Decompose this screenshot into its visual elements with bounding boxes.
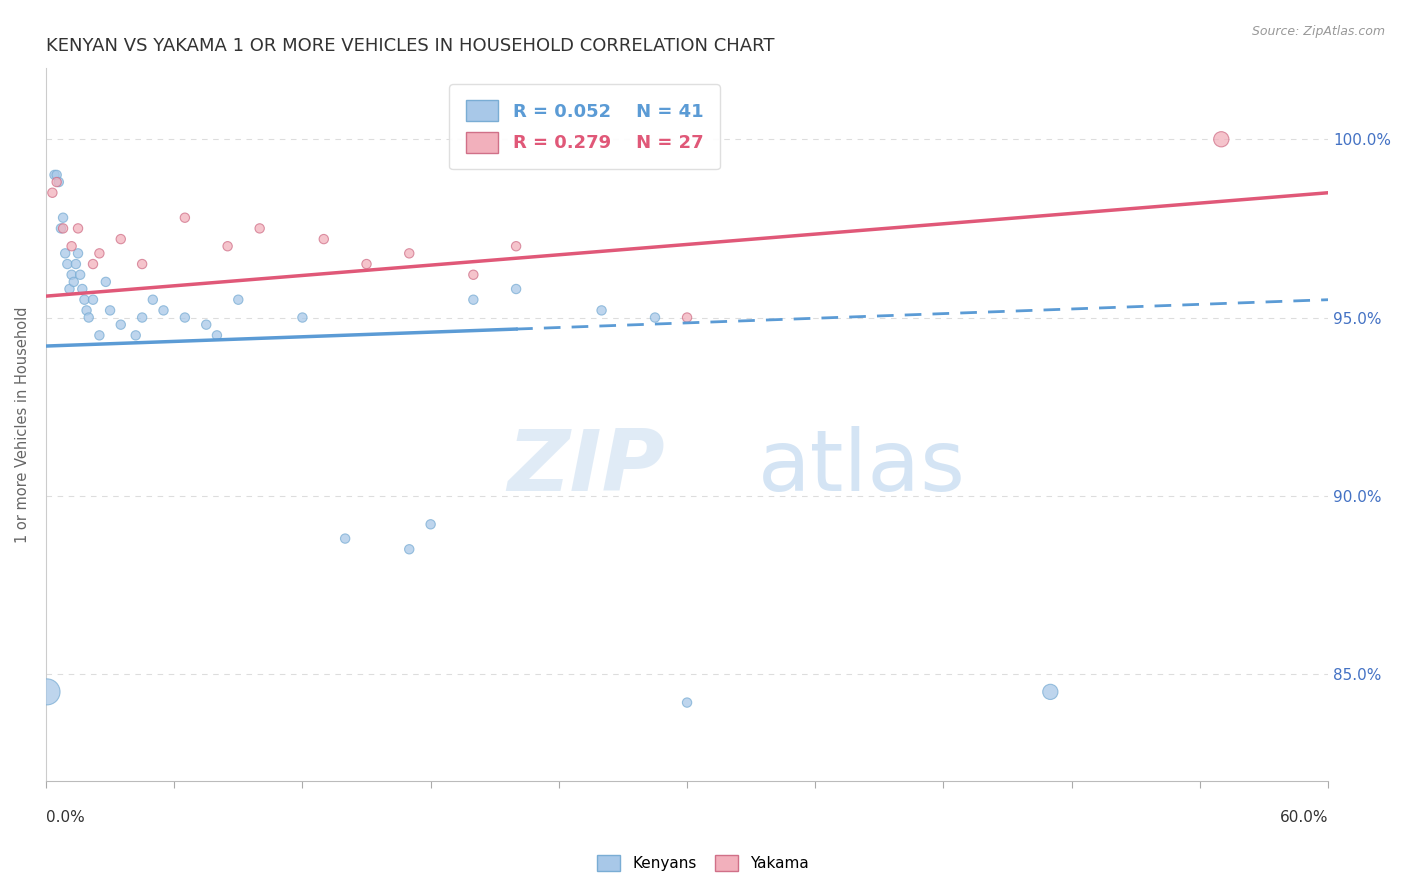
Point <box>53 246 76 260</box>
Point <box>505 239 527 253</box>
Point <box>152 303 174 318</box>
Point <box>1039 685 1062 699</box>
Text: ZIP: ZIP <box>508 425 665 508</box>
Point <box>77 310 100 325</box>
Text: atlas: atlas <box>758 425 966 508</box>
Point <box>195 318 218 332</box>
Point <box>398 542 420 557</box>
Point <box>48 175 70 189</box>
Point <box>45 168 67 182</box>
Point <box>89 246 111 260</box>
Point <box>72 282 94 296</box>
Point <box>249 221 271 235</box>
Point <box>463 268 485 282</box>
Point <box>41 186 63 200</box>
Point <box>69 268 91 282</box>
Point <box>65 257 87 271</box>
Point <box>173 211 195 225</box>
Point <box>60 268 83 282</box>
Point <box>312 232 335 246</box>
Point <box>173 310 195 325</box>
Text: KENYAN VS YAKAMA 1 OR MORE VEHICLES IN HOUSEHOLD CORRELATION CHART: KENYAN VS YAKAMA 1 OR MORE VEHICLES IN H… <box>46 37 775 55</box>
Point <box>676 696 699 710</box>
Point <box>62 275 84 289</box>
Point <box>58 282 80 296</box>
Point <box>131 310 153 325</box>
Point <box>52 221 75 235</box>
Text: 60.0%: 60.0% <box>1279 810 1329 824</box>
Point <box>333 532 356 546</box>
Point <box>125 328 148 343</box>
Text: 0.0%: 0.0% <box>46 810 84 824</box>
Point <box>591 303 613 318</box>
Point <box>505 282 527 296</box>
Point <box>44 168 66 182</box>
Point <box>82 293 104 307</box>
Point <box>398 246 420 260</box>
Point <box>73 293 96 307</box>
Point <box>1211 132 1233 146</box>
Point <box>226 293 249 307</box>
Legend: R = 0.052    N = 41, R = 0.279    N = 27: R = 0.052 N = 41, R = 0.279 N = 27 <box>450 84 720 169</box>
Point <box>49 221 72 235</box>
Point <box>60 239 83 253</box>
Legend: Kenyans, Yakama: Kenyans, Yakama <box>591 849 815 877</box>
Point <box>291 310 314 325</box>
Point <box>76 303 98 318</box>
Point <box>66 246 89 260</box>
Point <box>110 318 132 332</box>
Point <box>66 221 89 235</box>
Point <box>217 239 239 253</box>
Point <box>52 211 75 225</box>
Point <box>356 257 378 271</box>
Point <box>94 275 117 289</box>
Point <box>463 293 485 307</box>
Point <box>56 257 79 271</box>
Point <box>45 175 67 189</box>
Point <box>35 685 58 699</box>
Point <box>419 517 441 532</box>
Point <box>644 310 666 325</box>
Point <box>82 257 104 271</box>
Y-axis label: 1 or more Vehicles in Household: 1 or more Vehicles in Household <box>15 306 30 542</box>
Text: Source: ZipAtlas.com: Source: ZipAtlas.com <box>1251 25 1385 38</box>
Point <box>205 328 228 343</box>
Point <box>676 310 699 325</box>
Point <box>98 303 121 318</box>
Point <box>110 232 132 246</box>
Point <box>142 293 165 307</box>
Point <box>131 257 153 271</box>
Point <box>89 328 111 343</box>
